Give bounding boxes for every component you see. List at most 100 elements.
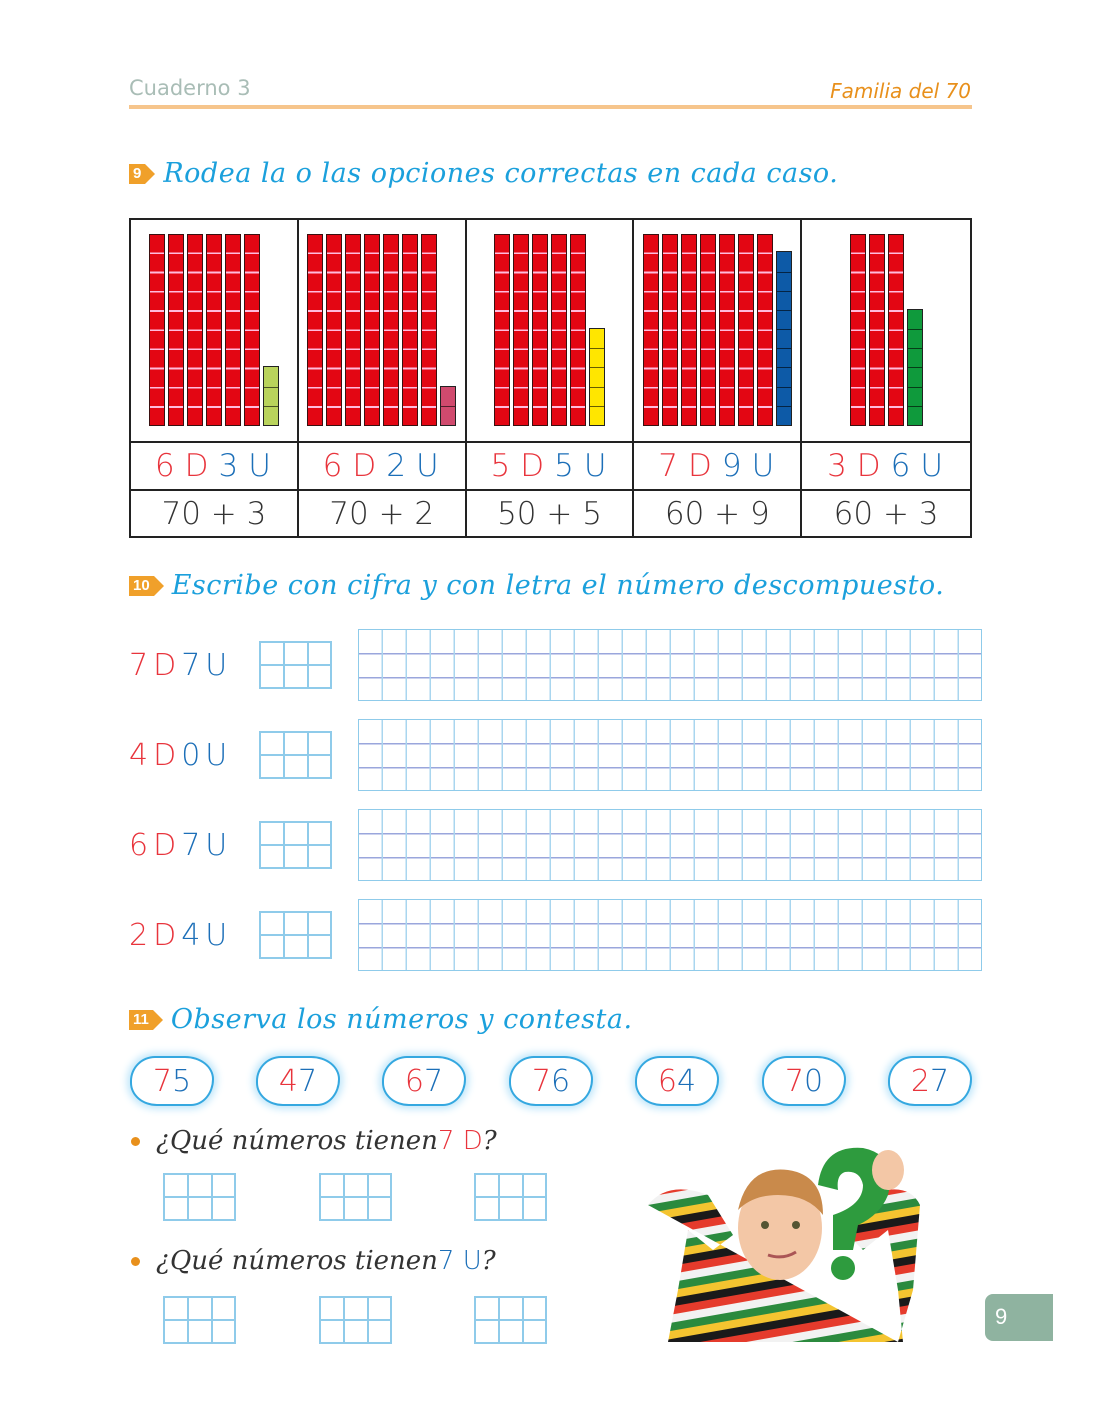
ten-rod	[421, 234, 438, 426]
ten-rod	[148, 234, 165, 426]
answer-box[interactable]	[163, 1173, 236, 1221]
question-7d: ¿Qué números tienen 7 D ?	[131, 1126, 497, 1156]
tens-digit: 6	[129, 827, 151, 863]
tens-letter: D	[520, 448, 547, 484]
ten-rod	[186, 234, 203, 426]
unit-cubes	[440, 385, 457, 426]
unit-cube	[441, 405, 456, 425]
unit-cubes	[588, 328, 605, 426]
units-letter: U	[416, 448, 441, 484]
tens-digit: 7	[658, 448, 680, 484]
units-digit: 7	[424, 1063, 444, 1099]
units-digit: 2	[386, 448, 409, 484]
unit-cube	[776, 348, 791, 367]
units-digit: 3	[218, 448, 241, 484]
ten-rod	[680, 234, 697, 426]
unit-cube	[590, 329, 604, 348]
answer-box[interactable]	[319, 1296, 392, 1344]
ten-rod	[167, 234, 184, 426]
blocks-table: 6 D 3 U 6 D 2 U 5 D 5 U 7 D 9 U 3 D 6 U 70 + 3 70 + 2 50 + 5 60…	[129, 218, 972, 538]
unit-cube	[441, 387, 455, 406]
exercise-instruction: Escribe con cifra y con letra el número …	[171, 570, 945, 601]
sum-option[interactable]: 50 + 5	[467, 491, 635, 536]
tens-digit: 7	[531, 1063, 551, 1099]
answer-box[interactable]	[319, 1173, 392, 1221]
units-digit: 5	[554, 448, 576, 484]
tens-digit: 6	[154, 448, 177, 484]
chapter-title: Familia del 70	[830, 79, 971, 103]
word-writing-grid[interactable]	[358, 809, 982, 881]
question-value: 7 D	[437, 1126, 483, 1156]
ten-rod	[512, 234, 529, 426]
answer-box[interactable]	[474, 1173, 547, 1221]
ten-rod	[224, 234, 241, 426]
ten-rod	[887, 234, 904, 426]
answer-box[interactable]	[474, 1296, 547, 1344]
exercise-number: 10	[129, 575, 164, 596]
tens-letter: D	[184, 448, 211, 484]
unit-cubes	[262, 366, 279, 426]
number-answer-box[interactable]	[259, 821, 332, 869]
tens-letter: D	[153, 827, 179, 863]
boy-with-question-mark-illustration	[648, 1147, 920, 1342]
question-end: ?	[481, 1246, 496, 1276]
unit-cube	[908, 310, 922, 329]
answer-box[interactable]	[163, 1296, 236, 1344]
sum-option[interactable]: 70 + 3	[131, 491, 299, 536]
tens-digit: 2	[129, 917, 151, 953]
units-digit: 4	[181, 917, 203, 953]
header-divider	[129, 105, 972, 109]
units-letter: U	[751, 448, 777, 484]
word-writing-grid[interactable]	[358, 899, 982, 971]
blocks-panel	[298, 220, 467, 443]
unit-cube	[589, 367, 604, 386]
number-answer-box[interactable]	[259, 641, 332, 689]
ten-rod	[868, 234, 885, 426]
blocks-panel	[802, 220, 970, 443]
ten-rod	[383, 234, 400, 426]
sum-option[interactable]: 60 + 9	[634, 491, 803, 536]
number-answer-box[interactable]	[259, 911, 332, 959]
exercise-number: 9	[129, 163, 156, 184]
ten-rod	[531, 234, 548, 426]
ten-rod	[493, 234, 510, 426]
sum-option[interactable]: 70 + 2	[299, 491, 467, 536]
tens-digit: 7	[129, 647, 151, 683]
tens-digit: 5	[490, 448, 513, 484]
exercise-number: 11	[129, 1009, 163, 1030]
units-digit: 7	[930, 1063, 950, 1099]
tens-letter: D	[352, 448, 379, 484]
blocks-panel	[131, 220, 299, 443]
sum-option[interactable]: 60 + 3	[833, 495, 939, 532]
ten-rod	[718, 234, 735, 426]
ten-rod	[550, 234, 567, 426]
tens-digit: 7	[152, 1063, 172, 1099]
number-answer-box[interactable]	[259, 731, 332, 779]
units-digit: 6	[890, 448, 913, 484]
ten-rod	[307, 234, 324, 426]
ten-rod	[243, 234, 260, 426]
units-letter: U	[205, 917, 230, 953]
word-writing-grid[interactable]	[358, 629, 982, 701]
exercise-11-heading: 11 Observa los números y contesta.	[129, 1004, 633, 1035]
word-writing-grid[interactable]	[358, 719, 982, 791]
unit-cube	[907, 367, 922, 386]
units-letter: U	[583, 448, 609, 484]
exercise-instruction: Rodea la o las opciones correctas en cad…	[163, 158, 839, 189]
